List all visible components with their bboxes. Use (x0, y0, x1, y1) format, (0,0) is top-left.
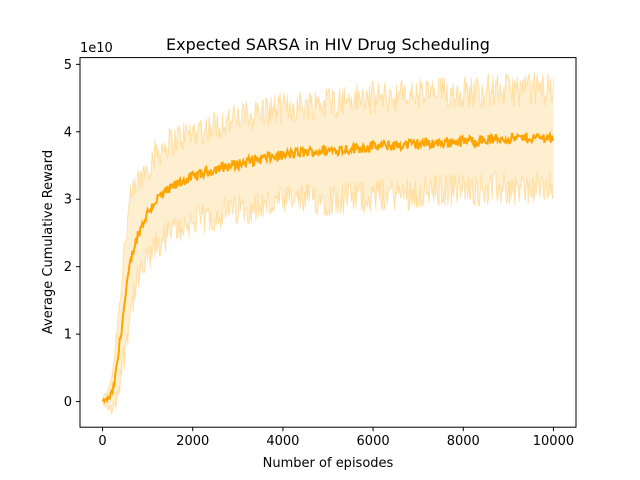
y-tick-label: 2 (64, 260, 72, 275)
confidence-band-upper-edge (102, 71, 554, 399)
y-tick-label: 4 (64, 125, 72, 140)
confidence-band (102, 71, 554, 415)
y-tick-label: 1 (64, 328, 72, 343)
y-axis-offset-text: 1e10 (80, 41, 113, 56)
y-tick-label: 5 (64, 58, 72, 73)
plot-area (101, 71, 555, 415)
mean-reward-line (101, 130, 555, 405)
y-tick-label: 0 (64, 395, 72, 410)
x-tick-label: 0 (98, 434, 106, 449)
axes-frame (79, 57, 577, 428)
x-tick-label: 8000 (447, 434, 480, 449)
x-tick-label: 4000 (266, 434, 299, 449)
x-axis-label: Number of episodes (263, 456, 394, 471)
x-tick-label: 6000 (357, 434, 390, 449)
y-tick-label: 3 (64, 193, 72, 208)
y-axis-label: Average Cumulative Reward (41, 150, 56, 334)
y-axis-ticks: 0 1 2 3 4 5 (64, 58, 80, 410)
confidence-band-lower-edge (102, 171, 554, 415)
x-tick-label: 2000 (176, 434, 209, 449)
x-tick-label: 10000 (533, 434, 574, 449)
x-axis-ticks: 0 2000 4000 6000 8000 10000 (98, 427, 574, 449)
chart-title: Expected SARSA in HIV Drug Scheduling (166, 35, 490, 54)
